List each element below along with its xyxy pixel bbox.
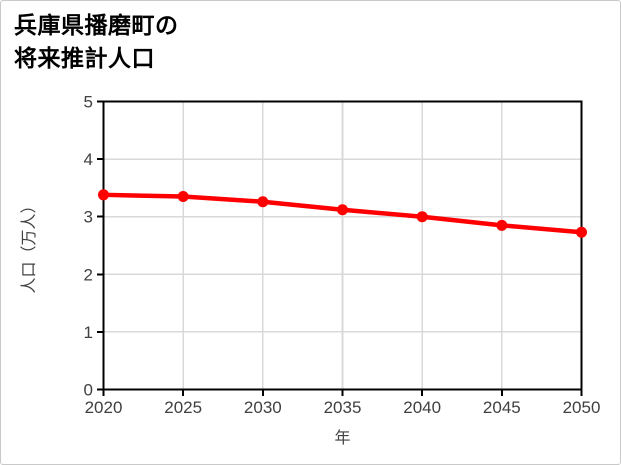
data-point [576,226,587,238]
x-axis-title: 年 [334,429,350,447]
y-tick-label: 0 [84,381,93,400]
y-tick-label: 5 [84,93,93,112]
data-point [496,219,508,231]
x-tick-label: 2025 [164,398,202,417]
x-tick-label: 2035 [324,398,362,417]
chart-title-line1: 兵庫県播磨町の [14,12,179,38]
data-point [416,211,428,223]
chart-title: 兵庫県播磨町の 将来推計人口 [14,9,179,75]
x-tick-label: 2030 [244,398,282,417]
y-axis-title: 人口（万人） [20,197,38,293]
data-point [337,204,348,216]
plot-border [102,100,583,391]
x-tick-label: 2020 [85,398,123,417]
data-point [257,196,269,208]
y-tick-label: 3 [84,208,93,227]
x-tick-label: 2050 [563,398,601,417]
data-point [98,189,109,201]
data-point [177,191,189,203]
y-tick-label: 2 [84,265,93,284]
y-tick-label: 4 [84,150,93,169]
x-tick-label: 2040 [403,398,441,417]
chart-title-line2: 将来推計人口 [14,45,155,71]
y-tick-label: 1 [84,323,93,342]
x-tick-label: 2045 [483,398,521,417]
